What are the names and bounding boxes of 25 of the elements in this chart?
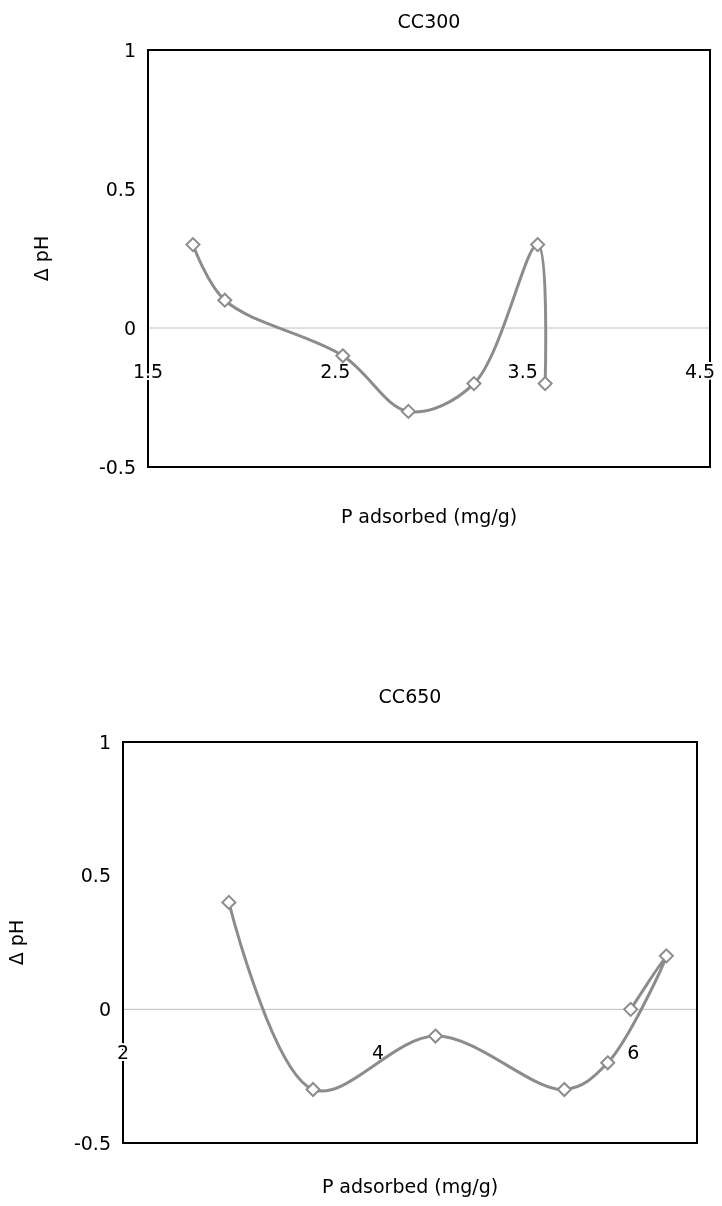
y-tick-label: 0.5 bbox=[105, 177, 136, 200]
point bbox=[600, 1055, 616, 1071]
point bbox=[305, 1082, 321, 1098]
x-tick-label: 6 bbox=[627, 1041, 640, 1064]
point bbox=[658, 948, 674, 964]
x-axis-title: P adsorbed (mg/g) bbox=[340, 505, 518, 527]
point bbox=[428, 1028, 444, 1044]
y-tick-label: 0 bbox=[123, 316, 136, 339]
chart-title: CC300 bbox=[397, 10, 461, 32]
y-axis-title: Δ pH bbox=[30, 235, 52, 282]
point bbox=[221, 894, 237, 910]
x-axis-title: P adsorbed (mg/g) bbox=[321, 1175, 499, 1197]
chart-title: CC650 bbox=[378, 685, 442, 707]
x-tick-label: 4 bbox=[372, 1041, 385, 1064]
y-tick-label: 0.5 bbox=[80, 864, 111, 887]
point bbox=[556, 1082, 572, 1098]
y-tick-label: 1 bbox=[123, 38, 136, 61]
y-axis-title: Δ pH bbox=[5, 919, 27, 966]
x-tick-label: 3.5 bbox=[507, 360, 538, 382]
y-tick-label: 0 bbox=[98, 997, 111, 1020]
y-tick-label: -0.5 bbox=[73, 1131, 111, 1154]
point bbox=[623, 1001, 639, 1017]
x-tick-label: 2.5 bbox=[320, 360, 351, 382]
y-tick-label: 1 bbox=[98, 730, 111, 753]
y-tick-label: -0.5 bbox=[98, 455, 136, 478]
